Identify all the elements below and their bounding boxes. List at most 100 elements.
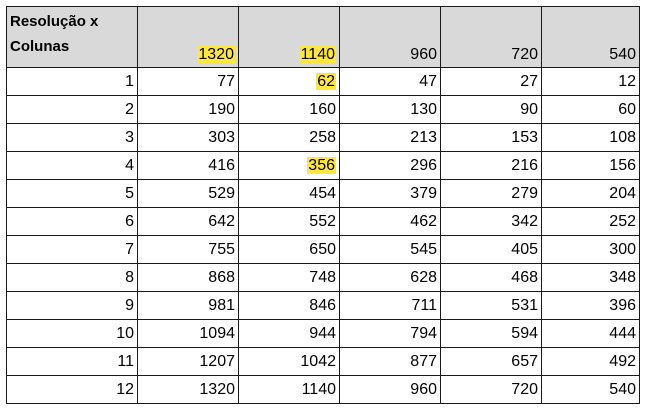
table-cell: 531 bbox=[440, 291, 542, 320]
cell-value: 944 bbox=[309, 325, 336, 342]
cell-value: 552 bbox=[309, 213, 336, 230]
table-cell: 204 bbox=[541, 179, 640, 208]
cell-value: 416 bbox=[208, 157, 235, 174]
table-row: 4 416 356 296 216 156 bbox=[6, 151, 640, 180]
table-cell: 213 bbox=[339, 123, 441, 152]
row-label-cell: 4 bbox=[6, 151, 138, 180]
table-cell: 296 bbox=[339, 151, 441, 180]
cell-value: 356 bbox=[307, 157, 336, 174]
column-header-720: 720 bbox=[440, 6, 542, 68]
row-label-cell: 10 bbox=[6, 319, 138, 348]
row-label-cell: 3 bbox=[6, 123, 138, 152]
corner-header-line2: Colunas bbox=[10, 38, 70, 55]
row-label: 3 bbox=[125, 129, 134, 146]
cell-value: 279 bbox=[511, 185, 538, 202]
cell-value: 405 bbox=[511, 241, 538, 258]
row-label: 1 bbox=[125, 73, 134, 90]
table-cell: 190 bbox=[137, 95, 239, 124]
cell-value: 252 bbox=[609, 213, 636, 230]
cell-value: 12 bbox=[618, 73, 636, 90]
corner-header-line1: Resolução x bbox=[10, 13, 99, 30]
column-header-value: 540 bbox=[609, 46, 636, 63]
cell-value: 540 bbox=[609, 381, 636, 398]
cell-value: 650 bbox=[309, 241, 336, 258]
cell-value: 642 bbox=[208, 213, 235, 230]
row-label-cell: 1 bbox=[6, 67, 138, 96]
row-label: 9 bbox=[125, 297, 134, 314]
cell-value: 1042 bbox=[300, 353, 336, 370]
table-row: 11 1207 1042 877 657 492 bbox=[6, 347, 640, 376]
cell-value: 960 bbox=[410, 381, 437, 398]
cell-value: 27 bbox=[520, 73, 538, 90]
table-cell: 628 bbox=[339, 263, 441, 292]
table-cell: 396 bbox=[541, 291, 640, 320]
cell-value: 62 bbox=[316, 73, 336, 90]
table-cell: 454 bbox=[238, 179, 340, 208]
cell-value: 545 bbox=[410, 241, 437, 258]
row-label: 5 bbox=[125, 185, 134, 202]
cell-value: 755 bbox=[208, 241, 235, 258]
table-body: 1 77 62 47 27 12 2 190 160 130 90 60 3 303 258 213 153 10… bbox=[6, 67, 640, 404]
table-cell: 27 bbox=[440, 67, 542, 96]
cell-value: 216 bbox=[511, 157, 538, 174]
table-cell: 416 bbox=[137, 151, 239, 180]
table-cell: 1140 bbox=[238, 375, 340, 404]
cell-value: 657 bbox=[511, 353, 538, 370]
table-row: 1 77 62 47 27 12 bbox=[6, 67, 640, 96]
cell-value: 60 bbox=[618, 101, 636, 118]
table-cell: 720 bbox=[440, 375, 542, 404]
table-cell: 981 bbox=[137, 291, 239, 320]
table-cell: 300 bbox=[541, 235, 640, 264]
resolution-columns-table-container: Resolução x Colunas 1320 1140 960 720 54… bbox=[6, 6, 640, 404]
row-label-cell: 11 bbox=[6, 347, 138, 376]
row-label-cell: 6 bbox=[6, 207, 138, 236]
cell-value: 444 bbox=[609, 325, 636, 342]
table-cell: 492 bbox=[541, 347, 640, 376]
cell-value: 1320 bbox=[199, 381, 235, 398]
table-cell: 1320 bbox=[137, 375, 239, 404]
row-label-cell: 5 bbox=[6, 179, 138, 208]
table-row: 6 642 552 462 342 252 bbox=[6, 207, 640, 236]
table-cell: 1207 bbox=[137, 347, 239, 376]
column-header-1140: 1140 bbox=[238, 6, 340, 68]
column-header-540: 540 bbox=[541, 6, 640, 68]
cell-value: 1094 bbox=[199, 325, 235, 342]
row-label: 2 bbox=[125, 101, 134, 118]
row-label-cell: 7 bbox=[6, 235, 138, 264]
cell-value: 379 bbox=[410, 185, 437, 202]
row-label: 12 bbox=[116, 381, 134, 398]
table-row: 2 190 160 130 90 60 bbox=[6, 95, 640, 124]
table-cell: 444 bbox=[541, 319, 640, 348]
table-cell: 216 bbox=[440, 151, 542, 180]
cell-value: 846 bbox=[309, 297, 336, 314]
column-header-value: 1140 bbox=[299, 46, 336, 63]
table-cell: 405 bbox=[440, 235, 542, 264]
table-cell: 108 bbox=[541, 123, 640, 152]
column-header-1320: 1320 bbox=[137, 6, 239, 68]
table-row: 7 755 650 545 405 300 bbox=[6, 235, 640, 264]
cell-value: 748 bbox=[309, 269, 336, 286]
cell-value: 1207 bbox=[199, 353, 235, 370]
row-label-cell: 12 bbox=[6, 375, 138, 404]
table-cell: 755 bbox=[137, 235, 239, 264]
table-cell: 960 bbox=[339, 375, 441, 404]
cell-value: 204 bbox=[609, 185, 636, 202]
row-label-cell: 2 bbox=[6, 95, 138, 124]
table-cell: 540 bbox=[541, 375, 640, 404]
table-cell: 160 bbox=[238, 95, 340, 124]
table-cell: 77 bbox=[137, 67, 239, 96]
cell-value: 396 bbox=[609, 297, 636, 314]
table-cell: 12 bbox=[541, 67, 640, 96]
table-cell: 348 bbox=[541, 263, 640, 292]
table-cell: 468 bbox=[440, 263, 542, 292]
corner-header-cell: Resolução x Colunas bbox=[6, 6, 138, 68]
column-header-value: 960 bbox=[410, 46, 437, 63]
table-row: 3 303 258 213 153 108 bbox=[6, 123, 640, 152]
cell-value: 529 bbox=[208, 185, 235, 202]
cell-value: 47 bbox=[419, 73, 437, 90]
table-cell: 846 bbox=[238, 291, 340, 320]
cell-value: 492 bbox=[609, 353, 636, 370]
column-header-960: 960 bbox=[339, 6, 441, 68]
cell-value: 303 bbox=[208, 129, 235, 146]
table-cell: 279 bbox=[440, 179, 542, 208]
